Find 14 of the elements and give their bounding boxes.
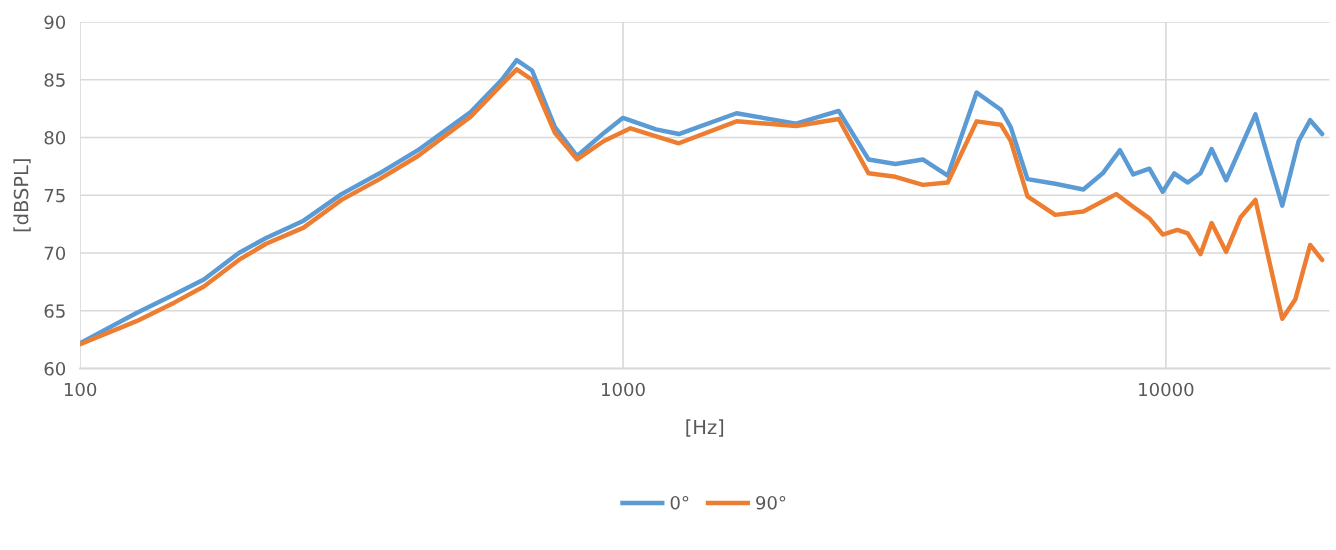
y-tick-label: 65 xyxy=(44,304,65,318)
y-tick-label: 85 xyxy=(44,73,65,87)
legend-label: 90° xyxy=(756,495,786,510)
y-tick-label: 90 xyxy=(44,15,66,30)
x-tick-label: 10000 xyxy=(1139,382,1194,397)
legend-label: 0° xyxy=(670,495,689,510)
y-axis-title: [dBSPL] xyxy=(13,159,31,232)
y-tick-label: 70 xyxy=(44,246,66,261)
x-tick-label: 100 xyxy=(64,382,97,397)
x-axis-title: [Hz] xyxy=(686,419,724,437)
y-tick-label: 75 xyxy=(44,188,65,203)
y-tick-label: 60 xyxy=(44,361,66,376)
x-tick-label: 1000 xyxy=(602,382,645,397)
y-tick-label: 80 xyxy=(44,130,66,145)
